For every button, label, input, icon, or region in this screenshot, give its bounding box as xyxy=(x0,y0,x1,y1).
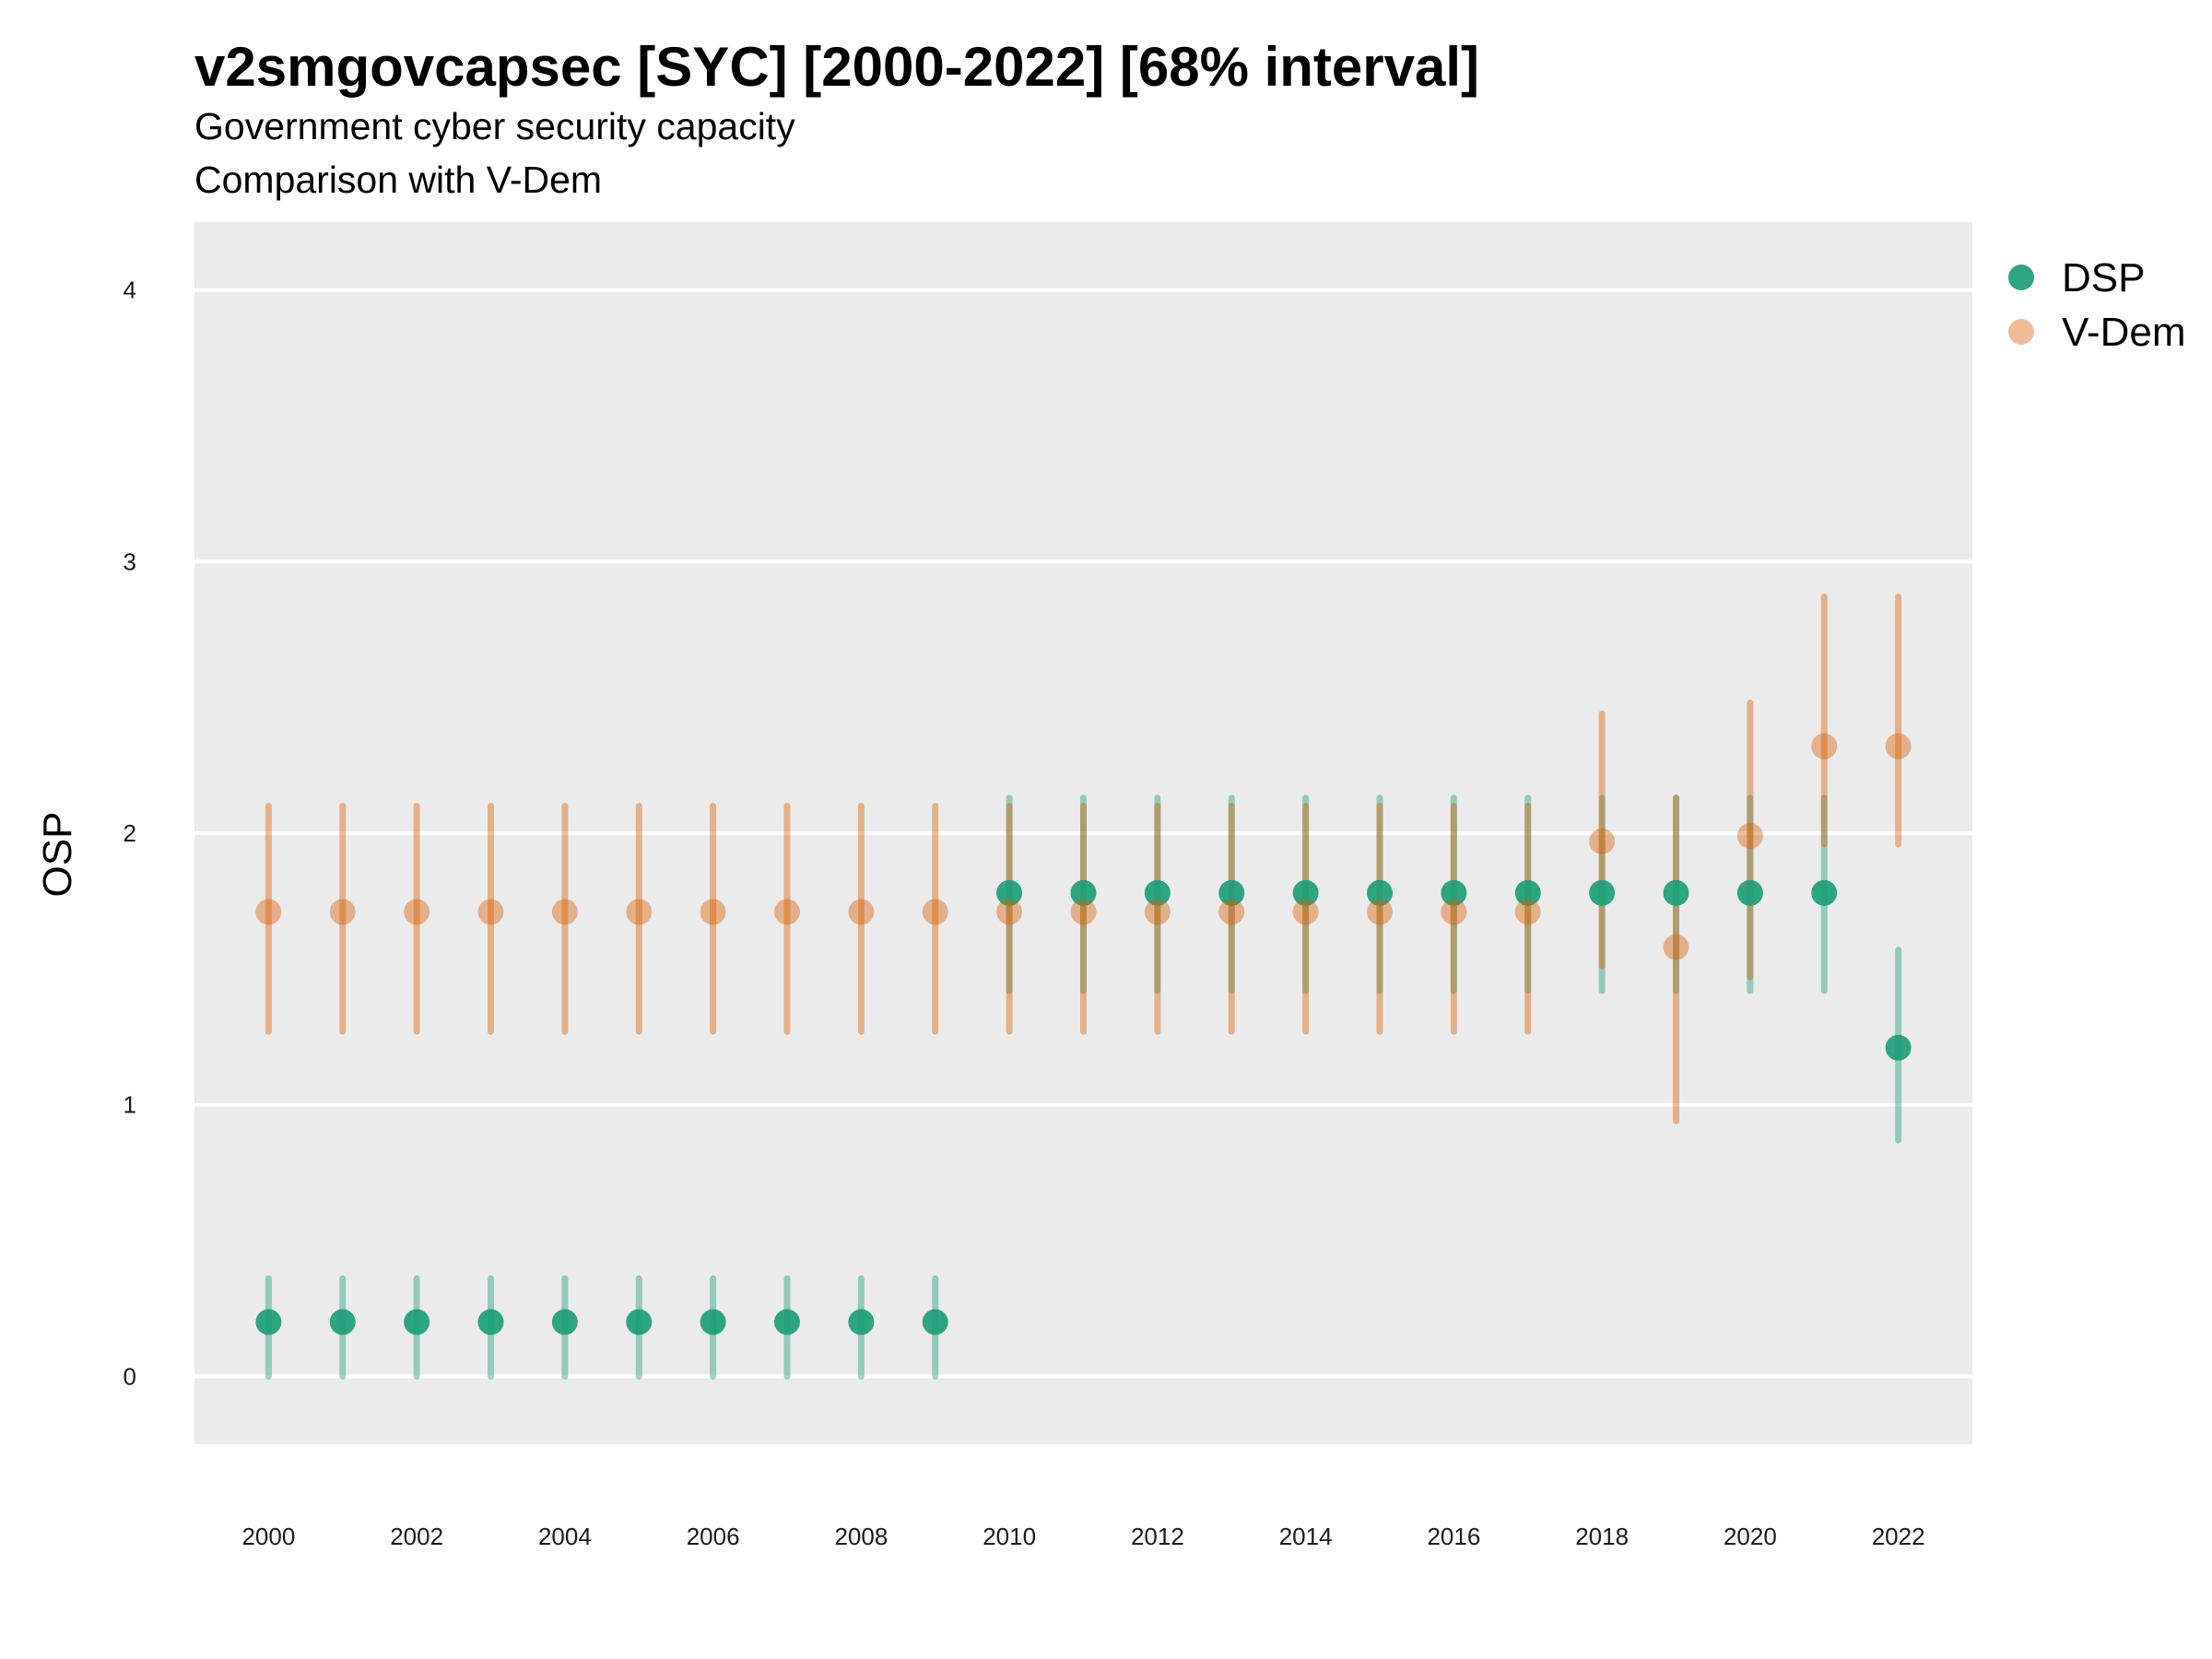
vdem-point-2015 xyxy=(1367,899,1393,925)
vdem-point-2018 xyxy=(1589,828,1616,854)
y-tick-label: 4 xyxy=(124,276,136,304)
dsp-point-2016 xyxy=(1441,879,1467,906)
legend-vdem-label: V-Dem xyxy=(2062,310,2185,355)
legend-dsp-label: DSP xyxy=(2062,255,2145,300)
dsp-point-2000 xyxy=(255,1309,282,1335)
dsp-point-2005 xyxy=(626,1309,653,1335)
dsp-point-2002 xyxy=(404,1309,430,1335)
vdem-point-2003 xyxy=(477,899,504,925)
legend: DSP V-Dem xyxy=(2008,255,2185,355)
vdem-point-2012 xyxy=(1144,899,1171,925)
y-tick-label: 2 xyxy=(124,819,136,847)
vdem-point-2014 xyxy=(1292,899,1319,925)
x-tick-label: 2010 xyxy=(982,1523,1036,1550)
dsp-point-2012 xyxy=(1144,879,1171,906)
dsp-point-2008 xyxy=(848,1309,875,1335)
vdem-point-2019 xyxy=(1663,934,1689,960)
vdem-point-2008 xyxy=(848,899,875,925)
y-axis-ticks: 0 1 2 3 4 xyxy=(124,276,136,1391)
vdem-point-2020 xyxy=(1736,822,1763,849)
dsp-point-2022 xyxy=(1885,1034,1912,1061)
vdem-point-2009 xyxy=(922,899,948,925)
dsp-point-2018 xyxy=(1589,879,1616,906)
y-tick-label: 1 xyxy=(124,1091,136,1119)
chart-subtitle: Government cyber security capacity xyxy=(194,105,795,147)
dsp-point-2014 xyxy=(1292,879,1319,906)
dsp-point-2011 xyxy=(1070,879,1097,906)
y-tick-label: 0 xyxy=(124,1362,136,1390)
vdem-point-2010 xyxy=(996,899,1023,925)
vdem-point-2002 xyxy=(404,899,430,925)
chart-subtitle-secondary: Comparison with V-Dem xyxy=(194,159,603,201)
dsp-point-2009 xyxy=(922,1309,948,1335)
dsp-point-2004 xyxy=(551,1309,578,1335)
vdem-point-2013 xyxy=(1218,899,1245,925)
x-tick-label: 2000 xyxy=(241,1523,295,1550)
x-tick-label: 2022 xyxy=(1872,1523,1925,1550)
vdem-point-2022 xyxy=(1885,733,1912,759)
vdem-points xyxy=(255,733,1912,960)
x-tick-label: 2008 xyxy=(834,1523,888,1550)
grid-lines xyxy=(194,288,1972,1379)
vdem-point-2007 xyxy=(774,899,800,925)
x-tick-label: 2012 xyxy=(1131,1523,1184,1550)
legend-vdem-swatch xyxy=(2008,319,2034,345)
vdem-point-2011 xyxy=(1070,899,1097,925)
vdem-point-2016 xyxy=(1441,899,1467,925)
vdem-point-2004 xyxy=(551,899,578,925)
dsp-point-2003 xyxy=(477,1309,504,1335)
y-axis-label: OSP xyxy=(35,812,80,898)
chart-title: v2smgovcapsec [SYC] [2000-2022] [68% int… xyxy=(194,36,1480,98)
vdem-point-2000 xyxy=(255,899,282,925)
vdem-point-2001 xyxy=(329,899,356,925)
dsp-points xyxy=(255,879,1912,1335)
dsp-point-2006 xyxy=(700,1309,726,1335)
x-tick-label: 2006 xyxy=(687,1523,740,1550)
vdem-interval-bars xyxy=(265,594,1902,1124)
x-tick-label: 2018 xyxy=(1575,1523,1629,1550)
y-tick-label: 3 xyxy=(124,547,136,575)
x-tick-label: 2016 xyxy=(1427,1523,1480,1550)
x-tick-label: 2014 xyxy=(1279,1523,1333,1550)
x-tick-label: 2004 xyxy=(538,1523,592,1550)
x-tick-label: 2020 xyxy=(1724,1523,1777,1550)
vdem-point-2005 xyxy=(626,899,653,925)
vdem-point-2017 xyxy=(1514,899,1541,925)
dsp-point-2020 xyxy=(1736,879,1763,906)
x-tick-label: 2002 xyxy=(390,1523,443,1550)
dsp-point-2021 xyxy=(1811,879,1838,906)
dsp-point-2015 xyxy=(1367,879,1393,906)
vdem-point-2006 xyxy=(700,899,726,925)
dsp-point-2001 xyxy=(329,1309,356,1335)
dsp-point-2007 xyxy=(774,1309,800,1335)
dsp-point-2017 xyxy=(1514,879,1541,906)
dsp-point-2013 xyxy=(1218,879,1245,906)
dsp-point-2019 xyxy=(1663,879,1689,906)
x-axis-ticks: 2000 2002 2004 2006 2008 2010 2012 2014 2016 2018… xyxy=(241,1523,1924,1550)
dsp-point-2010 xyxy=(996,879,1023,906)
legend-dsp-swatch xyxy=(2008,265,2034,290)
vdem-point-2021 xyxy=(1811,733,1838,759)
